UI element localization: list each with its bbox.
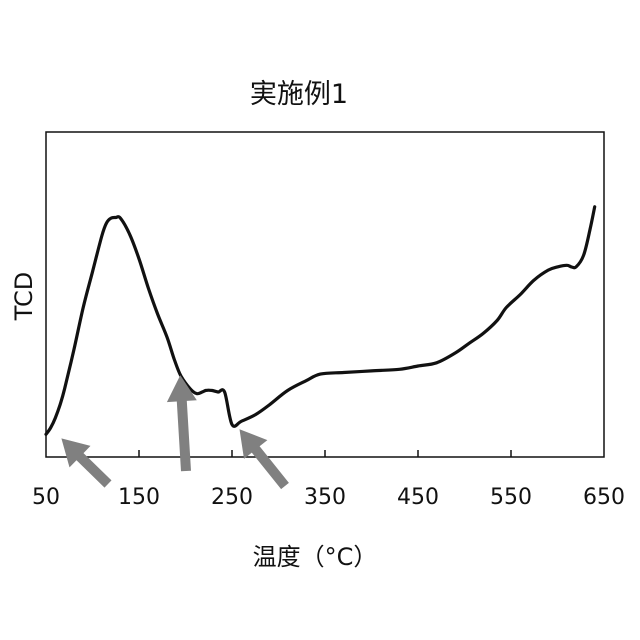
annotation-arrow-1 — [61, 438, 111, 487]
x-tick-label-150: 150 — [118, 485, 160, 510]
x-tick-label-650: 650 — [583, 485, 625, 510]
x-tick-label-250: 250 — [211, 485, 253, 510]
annotation-arrows — [61, 375, 289, 489]
x-ticks — [139, 450, 511, 457]
x-tick-labels: 50 150 250 350 450 550 650 — [32, 485, 625, 510]
y-axis-label: TCD — [10, 272, 38, 322]
x-tick-label-50: 50 — [32, 485, 60, 510]
tcd-curve — [46, 207, 595, 434]
x-tick-label-550: 550 — [490, 485, 532, 510]
annotation-arrow-3 — [240, 429, 289, 489]
x-tick-label-350: 350 — [304, 485, 346, 510]
chart-title: 実施例1 — [250, 79, 348, 110]
x-tick-label-450: 450 — [397, 485, 439, 510]
x-axis-label: 温度（°C） — [253, 543, 378, 571]
